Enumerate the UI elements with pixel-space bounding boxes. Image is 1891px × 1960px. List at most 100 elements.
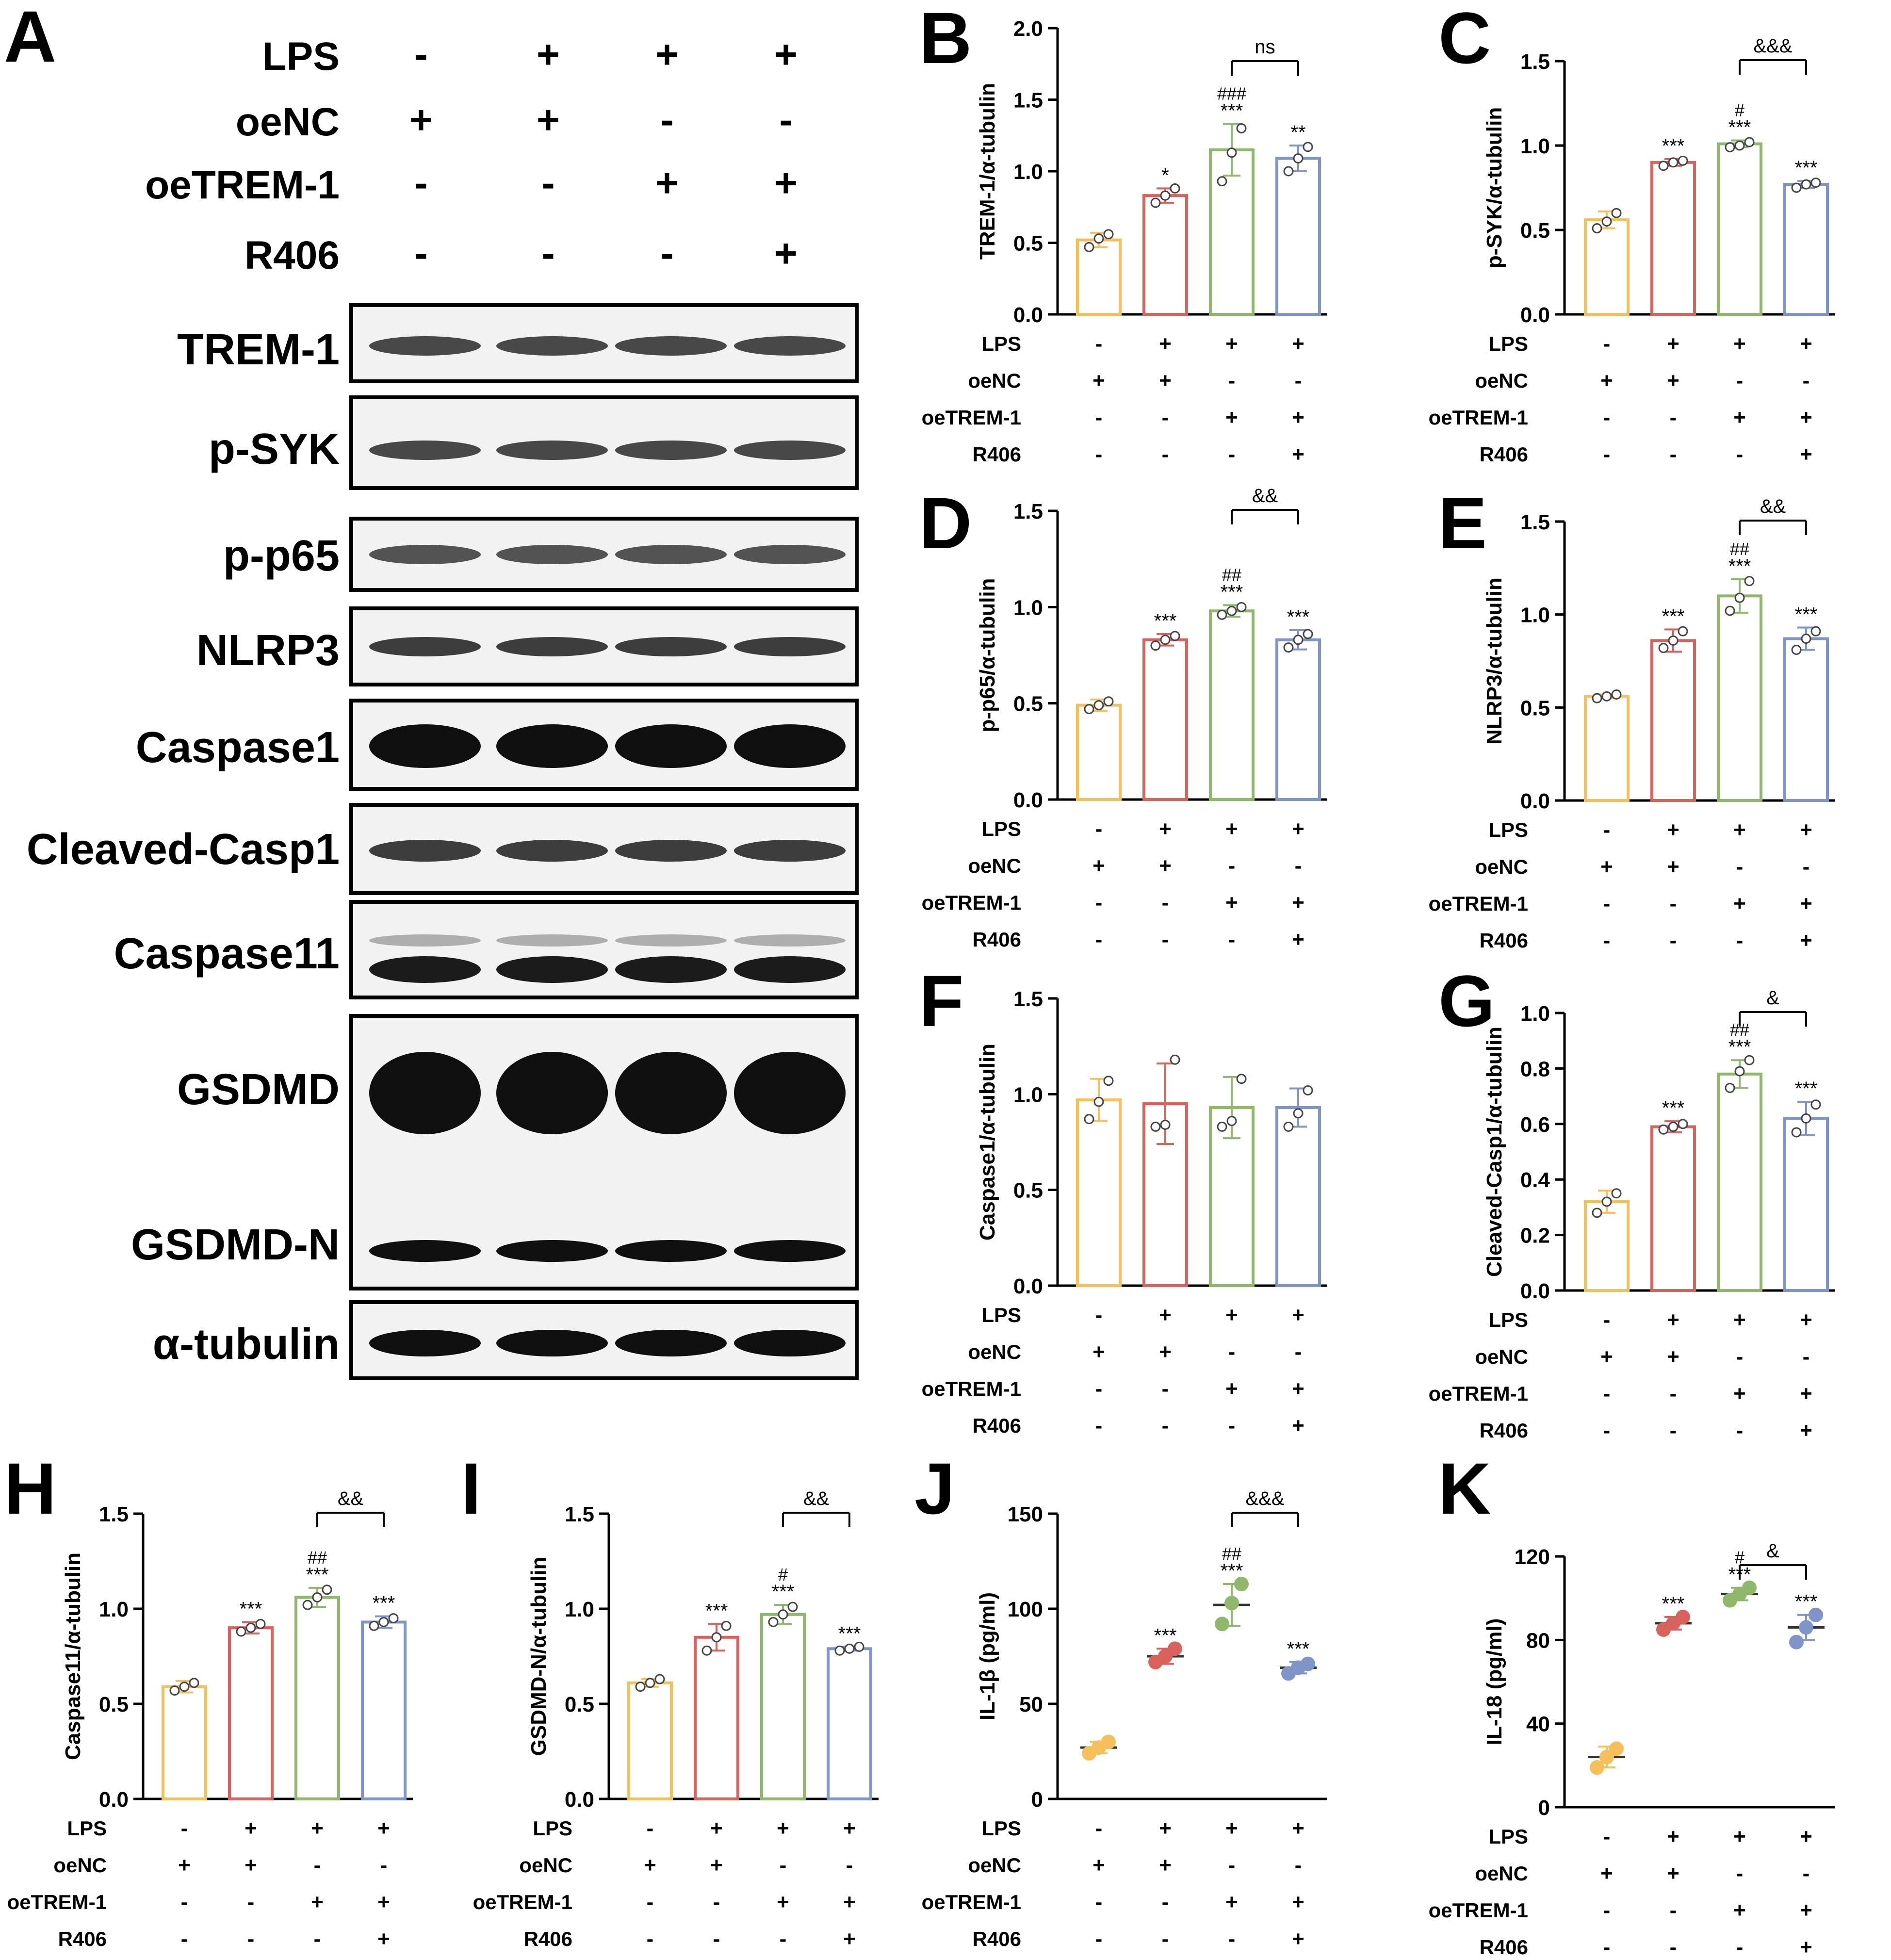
condition-sign: - [1736, 1862, 1744, 1885]
condition-sign: - [1095, 1816, 1103, 1840]
y-tick-label: 1.0 [1013, 1083, 1043, 1107]
condition-sign: + [1225, 332, 1238, 356]
condition-sign: + [1800, 818, 1812, 842]
condition-sign: - [1603, 1382, 1611, 1405]
condition-sign: - [181, 1816, 188, 1840]
condition-label: oeNC [968, 854, 1021, 877]
y-tick-label: 150 [1008, 1503, 1043, 1526]
data-point [1678, 1119, 1688, 1129]
data-point [255, 1618, 266, 1629]
condition-sign: + [710, 1816, 723, 1840]
condition-sign: + [1225, 1303, 1238, 1327]
condition-sign: - [1162, 928, 1169, 951]
condition-label: oeTREM-1 [922, 1891, 1021, 1913]
protein-band [369, 441, 481, 460]
condition-sign: - [1095, 332, 1103, 356]
condition-label: R406 [1480, 929, 1528, 952]
condition-sign: - [1295, 369, 1302, 392]
blot-strip [349, 395, 859, 490]
bar [1584, 218, 1630, 316]
condition-sign: - [1162, 406, 1169, 429]
bracket-label: &&& [1753, 35, 1792, 57]
condition-sign: - [1603, 1898, 1611, 1922]
panel-letter-k: K [1438, 1448, 1491, 1529]
bracket-label: & [1766, 1540, 1779, 1562]
condition-sign: + [1225, 1377, 1238, 1401]
y-tick-label: 0.5 [1013, 232, 1043, 256]
data-point [1226, 605, 1237, 616]
significance-stars: *** [1662, 135, 1685, 157]
protein-label: α-tubulin [152, 1320, 340, 1369]
condition-sign: - [1603, 406, 1611, 429]
bar [1717, 142, 1762, 316]
condition-sign: + [1092, 369, 1105, 392]
condition-sign: - [1095, 442, 1103, 466]
data-point [1609, 1741, 1624, 1756]
data-point [1791, 1127, 1802, 1138]
significance-stars: *** [705, 1600, 728, 1621]
data-point [1158, 1649, 1173, 1664]
condition-sign: + [1733, 1382, 1746, 1405]
condition-sign: + [843, 1927, 856, 1951]
data-point [844, 1643, 855, 1654]
condition-sign: + [1292, 817, 1304, 841]
data-point [302, 1600, 313, 1610]
data-point [1678, 626, 1688, 637]
condition-sign: + [1159, 854, 1172, 878]
significance-hash: ## [1730, 539, 1749, 559]
protein-band [496, 724, 608, 768]
significance-stars: *** [1795, 1591, 1818, 1613]
condition-sign: - [247, 1890, 255, 1914]
condition-sign: - [1736, 929, 1744, 952]
data-point [635, 1682, 646, 1692]
significance-stars: *** [240, 1598, 262, 1619]
condition-sign: - [541, 231, 555, 276]
data-point [1810, 626, 1821, 637]
data-point [1084, 1114, 1094, 1125]
protein-band [734, 839, 846, 862]
data-point [1170, 631, 1180, 641]
significance-hash: ## [1222, 1544, 1241, 1564]
bar [1650, 161, 1696, 316]
condition-sign: + [1159, 1303, 1172, 1327]
condition-sign: + [1225, 817, 1238, 841]
significance-stars: *** [1221, 100, 1243, 122]
condition-sign: + [1600, 1345, 1613, 1369]
condition-sign: + [1733, 406, 1746, 429]
condition-sign: + [843, 1890, 856, 1914]
data-point [1744, 576, 1755, 587]
data-point [1801, 179, 1811, 190]
condition-sign: + [537, 33, 560, 77]
condition-sign: - [1095, 1303, 1103, 1327]
condition-label: oeTREM-1 [922, 1377, 1021, 1400]
significance-hash: # [1735, 100, 1744, 120]
protein-band [734, 637, 846, 656]
protein-band [369, 956, 481, 983]
protein-band [369, 934, 481, 947]
condition-label: oeTREM-1 [473, 1891, 572, 1913]
panel-letter-a: A [4, 0, 57, 77]
condition-sign: + [377, 1927, 390, 1951]
y-tick-label: 1.5 [1013, 89, 1043, 113]
y-tick-label: 0.5 [1013, 692, 1043, 716]
condition-sign: - [713, 1927, 720, 1951]
protein-band [496, 1052, 608, 1134]
y-tick-label: 0.5 [99, 1693, 129, 1716]
bar [1275, 638, 1321, 801]
y-tick-label: 0.5 [565, 1693, 594, 1716]
protein-band [369, 1329, 481, 1356]
condition-sign: + [1800, 332, 1812, 356]
condition-sign: - [1162, 1377, 1169, 1401]
condition-sign: + [1733, 1898, 1746, 1922]
condition-sign: + [1225, 406, 1238, 429]
condition-sign: - [1803, 369, 1810, 392]
data-point [1283, 166, 1294, 177]
condition-sign: + [1292, 1414, 1304, 1437]
panel-letter-c: C [1438, 0, 1491, 79]
condition-sign: - [1736, 1935, 1744, 1959]
data-point [1170, 1054, 1180, 1065]
condition-sign: - [414, 33, 428, 77]
condition-label: LPS [981, 817, 1021, 840]
blot-strip [349, 303, 859, 383]
condition-sign: - [660, 98, 674, 142]
